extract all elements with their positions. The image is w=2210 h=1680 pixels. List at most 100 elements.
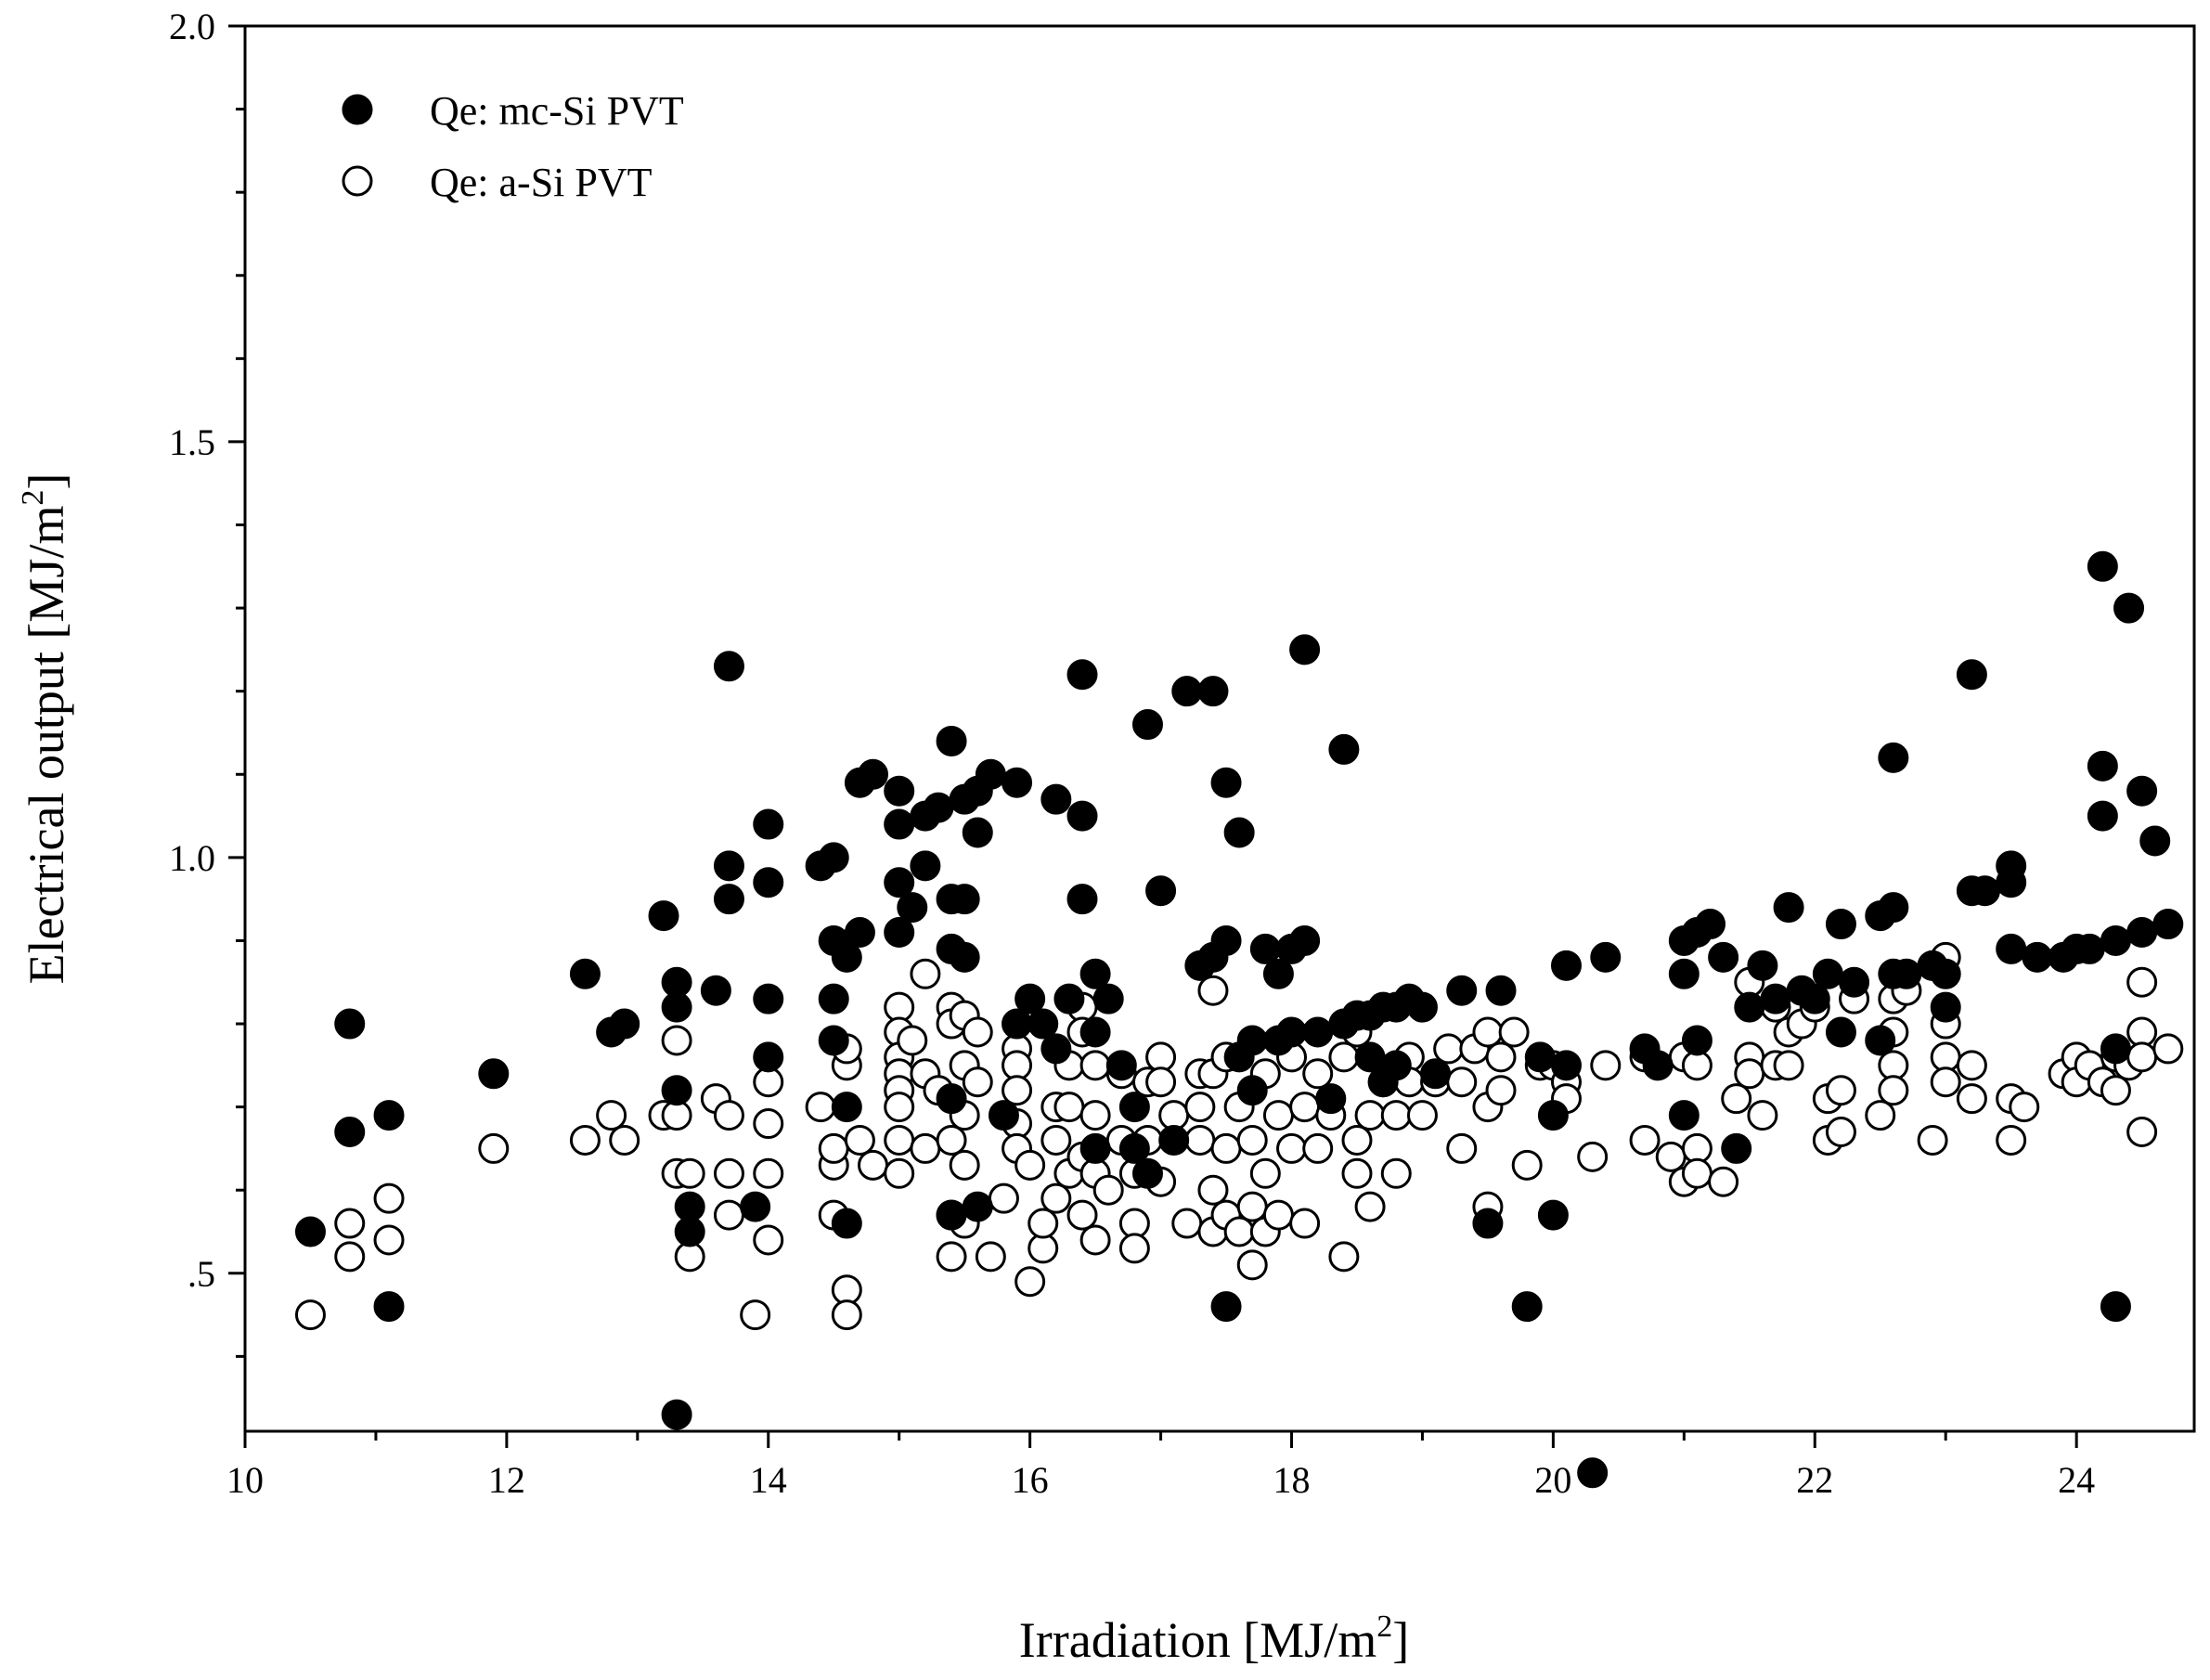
data-point-a-si xyxy=(2126,1116,2158,1147)
y-axis-ticks xyxy=(228,24,245,1358)
data-point-a-si xyxy=(569,1124,601,1156)
data-point-mc-si xyxy=(1839,966,1870,998)
data-point-mc-si xyxy=(1079,1132,1111,1164)
data-point-a-si xyxy=(1053,1092,1085,1123)
data-point-mc-si xyxy=(1210,767,1242,798)
data-point-mc-si xyxy=(1420,1058,1452,1090)
data-point-a-si xyxy=(609,1124,640,1156)
data-point-mc-si xyxy=(1066,659,1098,691)
data-point-mc-si xyxy=(1891,958,1922,989)
data-point-mc-si xyxy=(1996,867,2027,898)
data-point-mc-si xyxy=(1878,892,1909,924)
data-point-a-si xyxy=(1956,1083,1987,1115)
data-point-mc-si xyxy=(1642,1050,1674,1081)
data-point-a-si xyxy=(713,1157,744,1189)
data-point-mc-si xyxy=(1027,1008,1059,1040)
plot-frame xyxy=(243,24,2196,1433)
data-point-a-si xyxy=(1197,975,1229,1006)
data-point-a-si xyxy=(975,1241,1006,1273)
data-point-a-si xyxy=(2126,1041,2158,1073)
data-point-a-si xyxy=(897,1025,928,1056)
data-point-a-si xyxy=(1015,1149,1046,1181)
data-point-a-si xyxy=(1066,1199,1098,1231)
data-point-a-si xyxy=(1328,1041,1360,1073)
data-point-mc-si xyxy=(988,1100,1019,1131)
y-tick-label: 2.0 xyxy=(169,6,215,47)
data-point-a-si xyxy=(1197,1174,1229,1206)
data-point-mc-si xyxy=(1825,909,1856,940)
data-point-mc-si xyxy=(1747,950,1778,981)
data-point-mc-si xyxy=(1066,884,1098,915)
data-point-mc-si xyxy=(1002,767,1033,798)
data-point-mc-si xyxy=(1406,991,1438,1023)
data-point-a-si xyxy=(2126,966,2158,998)
data-point-mc-si xyxy=(858,758,889,790)
data-point-mc-si xyxy=(962,1191,993,1222)
data-point-mc-si xyxy=(949,941,980,973)
data-point-a-si xyxy=(1655,1141,1687,1172)
data-point-mc-si xyxy=(1996,933,2027,964)
data-point-a-si xyxy=(844,1124,875,1156)
data-point-a-si xyxy=(596,1100,627,1131)
data-point-mc-si xyxy=(1092,983,1124,1014)
data-point-mc-si xyxy=(1485,975,1517,1006)
data-point-mc-si xyxy=(1236,1075,1268,1106)
data-point-a-si xyxy=(1328,1241,1360,1273)
data-point-a-si xyxy=(1734,1058,1765,1090)
data-point-mc-si xyxy=(818,1025,849,1056)
data-point-mc-si xyxy=(661,1399,692,1430)
data-point-mc-si xyxy=(831,941,862,973)
data-point-a-si xyxy=(1302,1132,1334,1164)
data-point-a-si xyxy=(858,1149,889,1181)
data-point-a-si xyxy=(1511,1149,1543,1181)
data-point-mc-si xyxy=(569,958,601,989)
data-point-a-si xyxy=(2100,1075,2131,1106)
data-point-mc-si xyxy=(2152,909,2184,940)
data-point-mc-si xyxy=(818,842,849,873)
data-point-mc-si xyxy=(884,808,915,840)
data-point-mc-si xyxy=(1262,958,1294,989)
data-point-mc-si xyxy=(884,867,915,898)
data-point-mc-si xyxy=(2126,916,2158,948)
data-point-a-si xyxy=(1681,1157,1712,1189)
data-point-mc-si xyxy=(1930,958,1961,989)
data-point-a-si xyxy=(1956,1050,1987,1081)
data-point-mc-si xyxy=(962,817,993,848)
data-point-mc-si xyxy=(936,725,967,756)
data-point-mc-si xyxy=(884,916,915,948)
data-point-mc-si xyxy=(2074,933,2105,964)
data-point-a-si xyxy=(1996,1124,2027,1156)
data-point-mc-si xyxy=(1131,1157,1163,1189)
data-point-a-si xyxy=(884,1092,915,1123)
data-point-a-si xyxy=(1236,1124,1268,1156)
data-point-mc-si xyxy=(373,1291,405,1323)
data-point-mc-si xyxy=(884,775,915,807)
legend-marker-mc-si xyxy=(342,94,373,125)
data-point-mc-si xyxy=(1956,659,1987,691)
data-point-mc-si xyxy=(1590,941,1622,973)
data-point-mc-si xyxy=(2139,825,2171,857)
data-point-a-si xyxy=(1485,1075,1517,1106)
data-point-mc-si xyxy=(753,867,784,898)
data-point-a-si xyxy=(1773,1050,1804,1081)
data-point-mc-si xyxy=(910,850,941,882)
data-point-a-si xyxy=(294,1299,326,1331)
data-point-mc-si xyxy=(1537,1100,1569,1131)
data-point-a-si xyxy=(805,1092,836,1123)
data-point-a-si xyxy=(1747,1100,1778,1131)
data-point-mc-si xyxy=(1197,676,1229,707)
data-point-a-si xyxy=(373,1182,405,1214)
data-point-a-si xyxy=(1118,1233,1150,1264)
data-point-a-si xyxy=(1433,1033,1465,1065)
legend-label-a-si: Qe: a-Si PVT xyxy=(430,160,653,205)
data-point-mc-si xyxy=(2087,800,2118,832)
series-a-si-pvt xyxy=(294,941,2184,1331)
x-axis-ticks xyxy=(243,1431,2078,1448)
legend-marker-a-si xyxy=(342,165,373,197)
data-point-mc-si xyxy=(1812,958,1843,989)
data-point-mc-si xyxy=(1773,892,1804,924)
data-point-mc-si xyxy=(1472,1208,1504,1239)
legend-label-mc-si: Qe: mc-Si PVT xyxy=(430,88,684,134)
data-point-a-si xyxy=(1276,1132,1308,1164)
data-point-mc-si xyxy=(936,1199,967,1231)
